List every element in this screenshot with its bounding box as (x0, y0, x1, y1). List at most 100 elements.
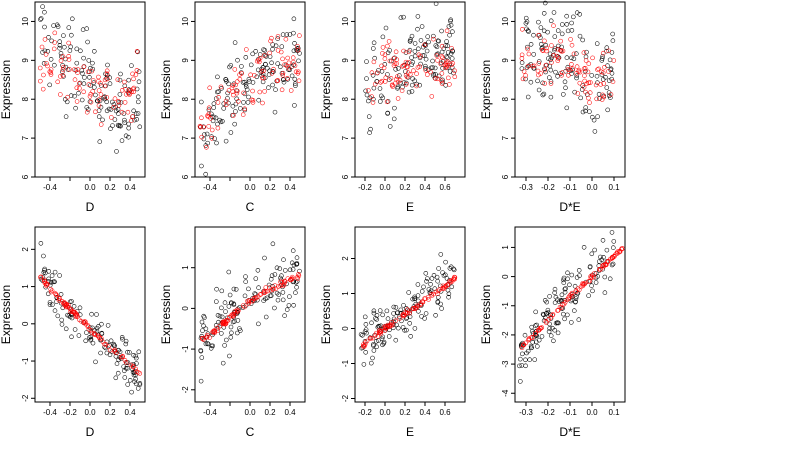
fitted-point (418, 54, 423, 59)
observed-point (199, 319, 205, 325)
observed-point (119, 138, 125, 143)
observed-point (131, 108, 136, 114)
observed-point (123, 338, 129, 344)
observed-point (284, 32, 290, 37)
observed-point (271, 69, 276, 74)
fitted-point (544, 45, 550, 51)
observed-point (242, 293, 248, 299)
fitted-point (423, 68, 429, 73)
y-tick-label: 0 (181, 306, 190, 311)
x-axis-title: D (86, 425, 95, 439)
observed-point (136, 79, 142, 85)
fitted-point (208, 116, 213, 121)
fitted-point (82, 319, 87, 324)
observed-point (406, 290, 411, 295)
fitted-point (220, 320, 226, 326)
y-tick-label: 7 (181, 135, 190, 140)
observed-point (435, 299, 441, 304)
fitted-point (125, 109, 131, 115)
observed-point (233, 287, 239, 292)
observed-point (40, 4, 45, 9)
observed-point (562, 286, 568, 292)
fitted-point (250, 298, 255, 304)
observed-point (211, 101, 217, 106)
observed-point (552, 46, 558, 51)
observed-point (104, 350, 110, 356)
fitted-point (241, 90, 246, 96)
observed-point (561, 311, 566, 317)
observed-point (418, 61, 423, 67)
fitted-point (565, 67, 571, 72)
observed-point (215, 74, 220, 80)
y-tick-label: 10 (341, 16, 350, 25)
observed-point (409, 33, 415, 39)
fitted-point (439, 71, 445, 76)
fitted-point (405, 307, 410, 312)
observed-point (79, 97, 85, 103)
fitted-point (548, 81, 554, 86)
observed-point (417, 82, 422, 88)
fitted-point (296, 273, 302, 279)
fitted-point (433, 76, 438, 81)
observed-point (555, 28, 561, 33)
fitted-point (283, 36, 289, 42)
fitted-point (51, 46, 57, 52)
observed-point (125, 365, 131, 371)
fitted-point (525, 46, 530, 52)
fitted-point (122, 79, 127, 85)
fitted-point (387, 323, 393, 328)
observed-point (294, 285, 299, 290)
fitted-point (536, 61, 542, 66)
fitted-point (408, 72, 413, 77)
observed-point (250, 51, 255, 57)
observed-point (597, 96, 602, 101)
fitted-point (569, 293, 575, 299)
observed-point (55, 24, 61, 29)
observed-point (248, 301, 254, 306)
observed-point (548, 312, 553, 318)
fitted-point (268, 287, 274, 293)
fitted-point (379, 78, 385, 84)
fitted-point (81, 64, 87, 70)
fitted-point (378, 80, 383, 85)
observed-point (100, 117, 105, 123)
fitted-point (558, 47, 563, 53)
fitted-point (403, 73, 409, 78)
fitted-point (452, 275, 458, 280)
observed-point (562, 316, 567, 322)
observed-point (552, 34, 558, 39)
observed-point (565, 276, 570, 282)
observed-point (519, 66, 525, 71)
y-tick-label: 6 (21, 174, 30, 179)
observed-point (407, 321, 412, 326)
fitted-point (216, 95, 221, 100)
observed-point (294, 261, 300, 267)
fitted-point (437, 287, 442, 292)
observed-point (116, 100, 122, 105)
observed-point (90, 60, 95, 66)
fitted-point (523, 73, 528, 78)
observed-point (205, 341, 210, 346)
fitted-point (90, 89, 95, 94)
observed-point (387, 48, 392, 53)
observed-point (562, 79, 568, 85)
observed-point (90, 66, 96, 72)
fitted-point (390, 84, 396, 89)
fitted-point (66, 57, 72, 62)
observed-point (202, 132, 207, 137)
observed-point (65, 312, 70, 318)
fitted-point (587, 278, 592, 284)
fitted-point (60, 67, 66, 72)
observed-point (253, 49, 258, 54)
fitted-point (555, 46, 561, 52)
observed-point (393, 67, 398, 72)
fitted-point (85, 324, 91, 329)
observed-point (270, 82, 275, 88)
observed-point (529, 328, 535, 334)
observed-point (436, 266, 441, 271)
observed-point (594, 41, 600, 46)
observed-point (370, 355, 375, 361)
fitted-point (542, 67, 548, 73)
observed-point (518, 379, 523, 384)
observed-point (81, 55, 86, 61)
